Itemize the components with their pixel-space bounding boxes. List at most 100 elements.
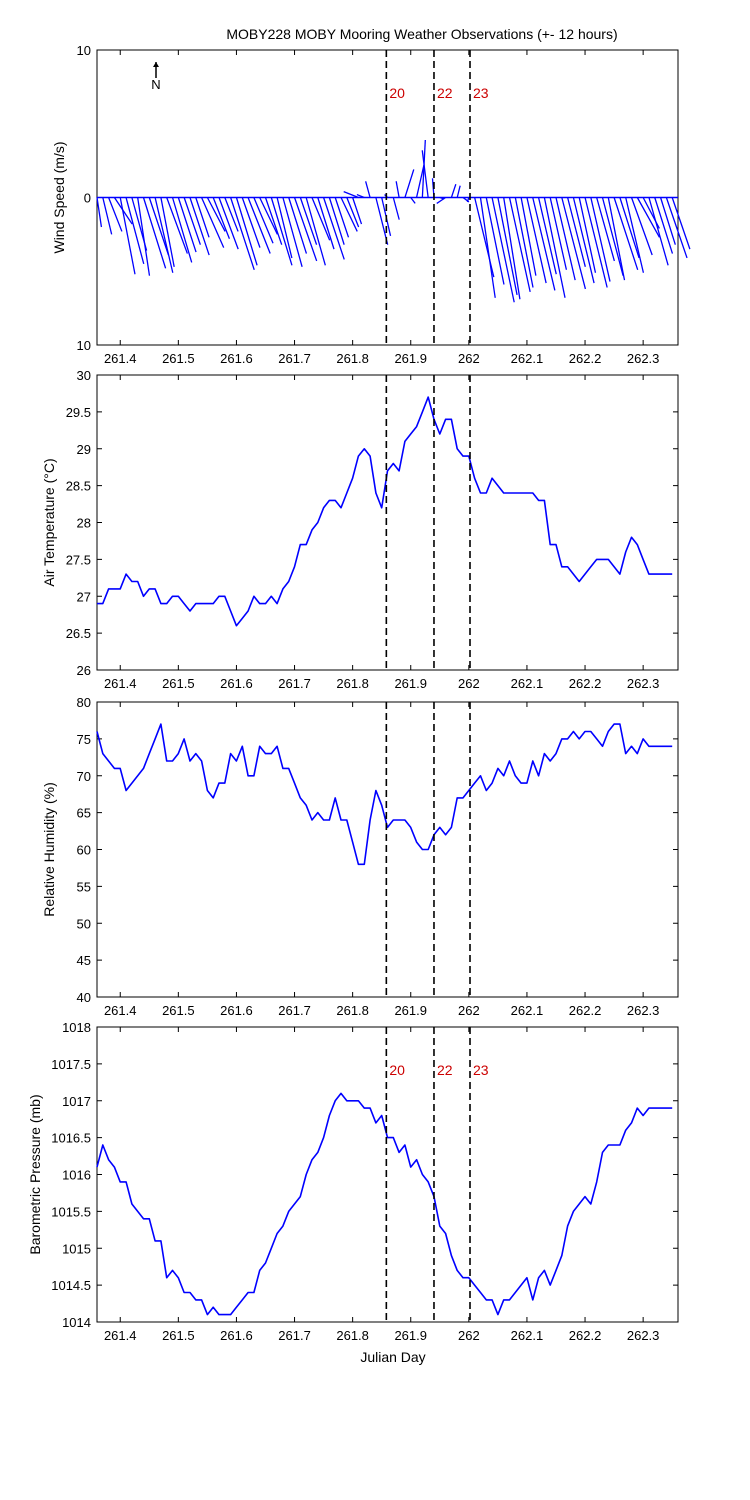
- wind-stick: [288, 197, 308, 254]
- wind-stick: [276, 197, 293, 259]
- wind-stick: [607, 197, 626, 281]
- wind-stick: [450, 184, 457, 198]
- north-label: N: [151, 77, 160, 92]
- wind-stick: [625, 197, 645, 273]
- wind-stick: [142, 197, 167, 269]
- wind-stick: [404, 169, 415, 198]
- marker-label: 23: [473, 1062, 489, 1078]
- x-tick-label: 262.3: [627, 676, 660, 691]
- wind-stick: [654, 197, 674, 254]
- wind-stick: [520, 197, 537, 276]
- wind-stick: [148, 197, 170, 256]
- x-axis-label: Julian Day: [360, 1349, 425, 1365]
- wind-stick: [328, 197, 345, 245]
- north-arrow-icon: [153, 62, 159, 67]
- wind-stick: [549, 197, 568, 270]
- chart-panels: 261.4 261.5 261.6 261.7 261.8 261.9 262 262.1 26…: [27, 43, 691, 1343]
- wind-stick: [259, 197, 278, 235]
- x-tick-label: 262: [458, 351, 480, 366]
- y-tick-label: 1015.5: [51, 1204, 91, 1219]
- wind-stick: [561, 197, 587, 290]
- wind-stick: [270, 197, 293, 266]
- wind-stick: [340, 197, 358, 232]
- wind-stick: [466, 197, 470, 203]
- wind-stick: [596, 197, 615, 262]
- wind-stick: [491, 197, 515, 303]
- wind-stick: [343, 190, 359, 199]
- x-tick-label: 261.4: [104, 1003, 137, 1018]
- x-tick-label: 261.9: [394, 1328, 427, 1343]
- wind-stick: [590, 197, 611, 282]
- y-tick-label: 29.5: [66, 405, 91, 420]
- wind-stick: [282, 197, 303, 267]
- wind-stick: [619, 197, 640, 259]
- y-tick-label: 26: [77, 663, 91, 678]
- wind-stick: [532, 197, 556, 291]
- wind-stick: [119, 197, 136, 275]
- y-tick-label: 28.5: [66, 479, 91, 494]
- wind-stick: [200, 197, 225, 248]
- x-tick-label: 262.2: [569, 676, 602, 691]
- y-tick-label: 0: [84, 191, 91, 206]
- x-tick-label: 262.1: [511, 351, 544, 366]
- y-tick-label: 1016: [62, 1168, 91, 1183]
- y-tick-label: 40: [77, 990, 91, 1005]
- wind-stick: [218, 197, 239, 250]
- series-line: [96, 1092, 673, 1316]
- y-tick-label: 1017.5: [51, 1057, 91, 1072]
- wind-stick: [566, 197, 586, 267]
- x-tick-label: 262.1: [511, 676, 544, 691]
- x-tick-label: 261.9: [394, 1003, 427, 1018]
- wind-stick: [555, 197, 576, 281]
- y-axis-label: Relative Humidity (%): [41, 782, 57, 917]
- x-tick-label: 261.7: [278, 676, 311, 691]
- marker-label: 22: [437, 1062, 453, 1078]
- wind-stick: [125, 197, 145, 265]
- panel-3: 261.4 261.5 261.6 261.7 261.8 261.9 262 262.1 26…: [41, 695, 679, 1018]
- x-tick-label: 262.2: [569, 1328, 602, 1343]
- x-tick-label: 261.7: [278, 1003, 311, 1018]
- plot-frame: [96, 1026, 679, 1323]
- wind-stick: [317, 197, 335, 250]
- series-line: [96, 723, 673, 866]
- x-tick-label: 261.6: [220, 351, 253, 366]
- wind-stick: [503, 197, 521, 300]
- wind-stick: [636, 197, 661, 238]
- y-tick-label: 80: [77, 695, 91, 710]
- wind-stick: [177, 197, 197, 253]
- wind-stick: [311, 197, 331, 241]
- wind-stick: [543, 197, 566, 298]
- wind-stick: [613, 197, 639, 270]
- wind-stick: [293, 197, 318, 262]
- x-tick-label: 261.8: [336, 1328, 369, 1343]
- x-tick-label: 261.5: [162, 676, 195, 691]
- panel-4: 261.4 261.5 261.6 261.7 261.8 261.9 262 262.1 26…: [27, 1020, 679, 1343]
- y-tick-label: 1014: [62, 1315, 91, 1330]
- x-tick-label: 261.4: [104, 1328, 137, 1343]
- x-tick-label: 261.4: [104, 351, 137, 366]
- x-tick-label: 261.4: [104, 676, 137, 691]
- y-tick-label: 27.5: [66, 552, 91, 567]
- wind-stick: [235, 197, 258, 266]
- wind-stick: [479, 197, 496, 298]
- wind-stick: [224, 197, 239, 232]
- y-tick-label: 1015: [62, 1241, 91, 1256]
- x-tick-label: 262.3: [627, 351, 660, 366]
- wind-stick: [137, 197, 151, 276]
- y-tick-label: 75: [77, 732, 91, 747]
- y-tick-label: 1017: [62, 1094, 91, 1109]
- wind-stick: [421, 150, 429, 198]
- y-tick-label: 1014.5: [51, 1278, 91, 1293]
- wind-stick: [671, 197, 691, 250]
- x-tick-label: 261.8: [336, 351, 369, 366]
- panel-2: 261.4 261.5 261.6 261.7 261.8 261.9 262 262.1 26…: [41, 368, 679, 691]
- wind-stick: [375, 197, 389, 245]
- y-tick-label: 28: [77, 516, 91, 531]
- panel-1: 261.4 261.5 261.6 261.7 261.8 261.9 262 262.1 26…: [51, 43, 691, 366]
- wind-stick: [352, 197, 363, 225]
- y-axis-label: Air Temperature (°C): [41, 458, 57, 586]
- wind-stick: [253, 197, 274, 244]
- wind-stick: [659, 197, 676, 245]
- y-tick-label: 30: [77, 368, 91, 383]
